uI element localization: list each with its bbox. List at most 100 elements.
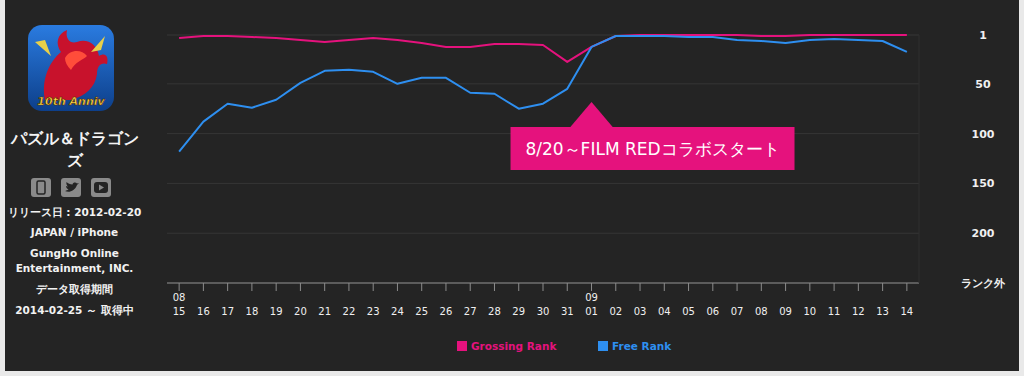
y-axis-line [919,35,920,283]
youtube-glyph [94,182,108,193]
x-tick [567,283,568,291]
x-tick [615,283,616,291]
x-tick-label: 25 [415,306,428,317]
app-info: JAPAN / iPhone [7,225,142,240]
icon-dragon [44,30,108,100]
x-tick-label: 21 [318,306,331,317]
x-tick [591,283,592,291]
x-tick-label: 05 [682,306,695,317]
x-tick [906,283,907,291]
x-tick-label: 13 [876,306,889,317]
x-tick-label: 14 [901,306,914,317]
x-tick [227,283,228,291]
x-tick [445,283,446,291]
x-tick [809,283,810,291]
x-tick-label: 11 [828,306,841,317]
icon-text: 10th Anniv [37,95,105,108]
app-title: パズル＆ドラゴンズ [5,128,145,172]
x-tick-label: 04 [658,306,671,317]
month-label: 08 [173,292,186,303]
legend: Grossing RankFree Rank [457,340,672,352]
y-tick-label: 200 [972,227,995,240]
series-line [179,35,907,62]
legend-label: Grossing Rank [471,340,557,352]
legend-swatch [457,341,467,351]
annotation-pointer [570,102,614,128]
x-tick [640,283,641,291]
x-tick-label: 01 [585,306,598,317]
x-tick-label: 20 [294,306,307,317]
x-tick [324,283,325,291]
twitter-glyph [65,182,79,192]
x-axis: 1508161718192021222324252627282930310109… [173,283,913,317]
app-info: GungHo Online Entertainment, INC. [7,246,142,276]
x-tick [421,283,422,291]
x-tick-label: 19 [270,306,283,317]
grid-line [167,83,919,84]
x-tick [494,283,495,291]
x-tick [688,283,689,291]
month-label: 09 [585,292,598,303]
x-tick [276,283,277,291]
grid [167,35,919,283]
x-tick-label: 31 [561,306,574,317]
social-icon[interactable] [91,178,111,197]
youtube-play [99,185,104,191]
app-info: データ取得期間 [7,282,142,297]
x-tick [712,283,713,291]
y-tick-label: ランク外 [961,277,1006,290]
app-info: リリース日 : 2012-02-20 [7,205,142,220]
icon-dragon-head [65,51,87,70]
x-tick-label: 22 [343,306,356,317]
x-tick-label: 18 [246,306,259,317]
app-info: 2014-02-25 ～ 取得中 [7,303,142,318]
y-tick-label: 50 [975,78,991,91]
x-tick [373,283,374,291]
annotation-text: 8/20～FILM REDコラボスタート [525,139,779,159]
app-icon: 10th Anniv [28,25,114,111]
x-tick [858,283,859,291]
x-tick-label: 30 [537,306,550,317]
x-tick-label: 03 [634,306,647,317]
x-tick-label: 10 [803,306,816,317]
y-tick-label: 1 [979,29,987,42]
x-tick-label: 17 [221,306,234,317]
x-tick [203,283,204,291]
x-tick-label: 06 [706,306,719,317]
y-axis: 150100150200ランク外 [961,29,1006,290]
x-tick [882,283,883,291]
x-tick [300,283,301,291]
x-tick [543,283,544,291]
x-tick [737,283,738,291]
x-tick [518,283,519,291]
social-icon[interactable] [31,178,51,197]
x-tick [251,283,252,291]
x-tick-label: 29 [512,306,525,317]
x-tick-label: 27 [464,306,477,317]
x-tick [470,283,471,291]
annotation-box [511,127,795,170]
x-tick-label: 15 [173,306,186,317]
x-tick [834,283,835,291]
x-tick-label: 08 [755,306,768,317]
phone-glyph [37,181,45,194]
x-tick [785,283,786,291]
x-tick [179,283,180,291]
x-tick [664,283,665,291]
x-tick-label: 23 [367,306,380,317]
grid-line [167,183,919,184]
chart: 10th Anniv150100150200ランク外15081617181920… [5,0,1019,371]
frame: パズル＆ドラゴンズリリース日 : 2012-02-20 JAPAN / iPhon… [5,0,1019,371]
social-icon[interactable] [61,178,81,197]
x-tick-label: 02 [609,306,622,317]
social-icons [31,178,111,197]
x-tick-label: 09 [779,306,792,317]
x-tick-label: 16 [197,306,210,317]
x-tick [761,283,762,291]
icon-horns [35,36,105,56]
x-tick-label: 07 [731,306,744,317]
x-tick-label: 26 [440,306,453,317]
annotation: 8/20～FILM REDコラボスタート [511,102,795,170]
x-tick [397,283,398,291]
x-tick-label: 12 [852,306,865,317]
